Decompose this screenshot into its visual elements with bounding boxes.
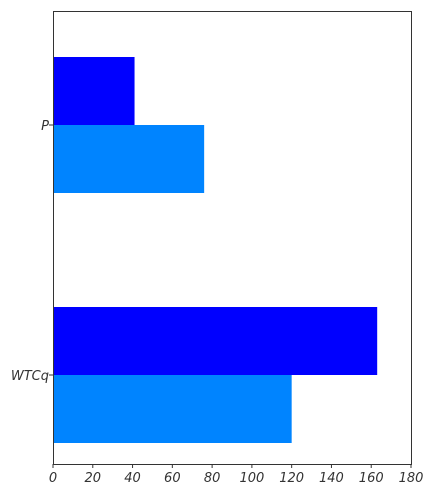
y-axis: P WTCq	[11, 119, 53, 384]
bars-layer	[53, 57, 378, 443]
x-tick-label-180: 180	[399, 471, 424, 486]
x-tick-label-60: 60	[164, 471, 181, 486]
x-tick-label-120: 120	[279, 471, 304, 486]
x-tick-label-100: 100	[239, 471, 264, 486]
x-tick-label-160: 160	[359, 471, 384, 486]
bar-p-series-2	[53, 125, 205, 193]
plot-frame	[53, 11, 412, 465]
bar-wtcq-series-2	[53, 375, 292, 443]
x-tick-label-80: 80	[204, 471, 221, 486]
x-tick-label-20: 20	[85, 471, 102, 486]
x-tick-label-0: 0	[49, 471, 57, 486]
y-tick-label-wtcq: WTCq	[11, 369, 49, 384]
y-tick-label-p: P	[41, 119, 49, 134]
x-tick-label-40: 40	[124, 471, 141, 486]
x-tick-label-140: 140	[319, 471, 344, 486]
x-axis: 0 20 40 60 80 100 120 140 160 180	[49, 464, 424, 486]
bar-p-series-1	[53, 57, 135, 125]
bar-wtcq-series-1	[53, 307, 378, 375]
